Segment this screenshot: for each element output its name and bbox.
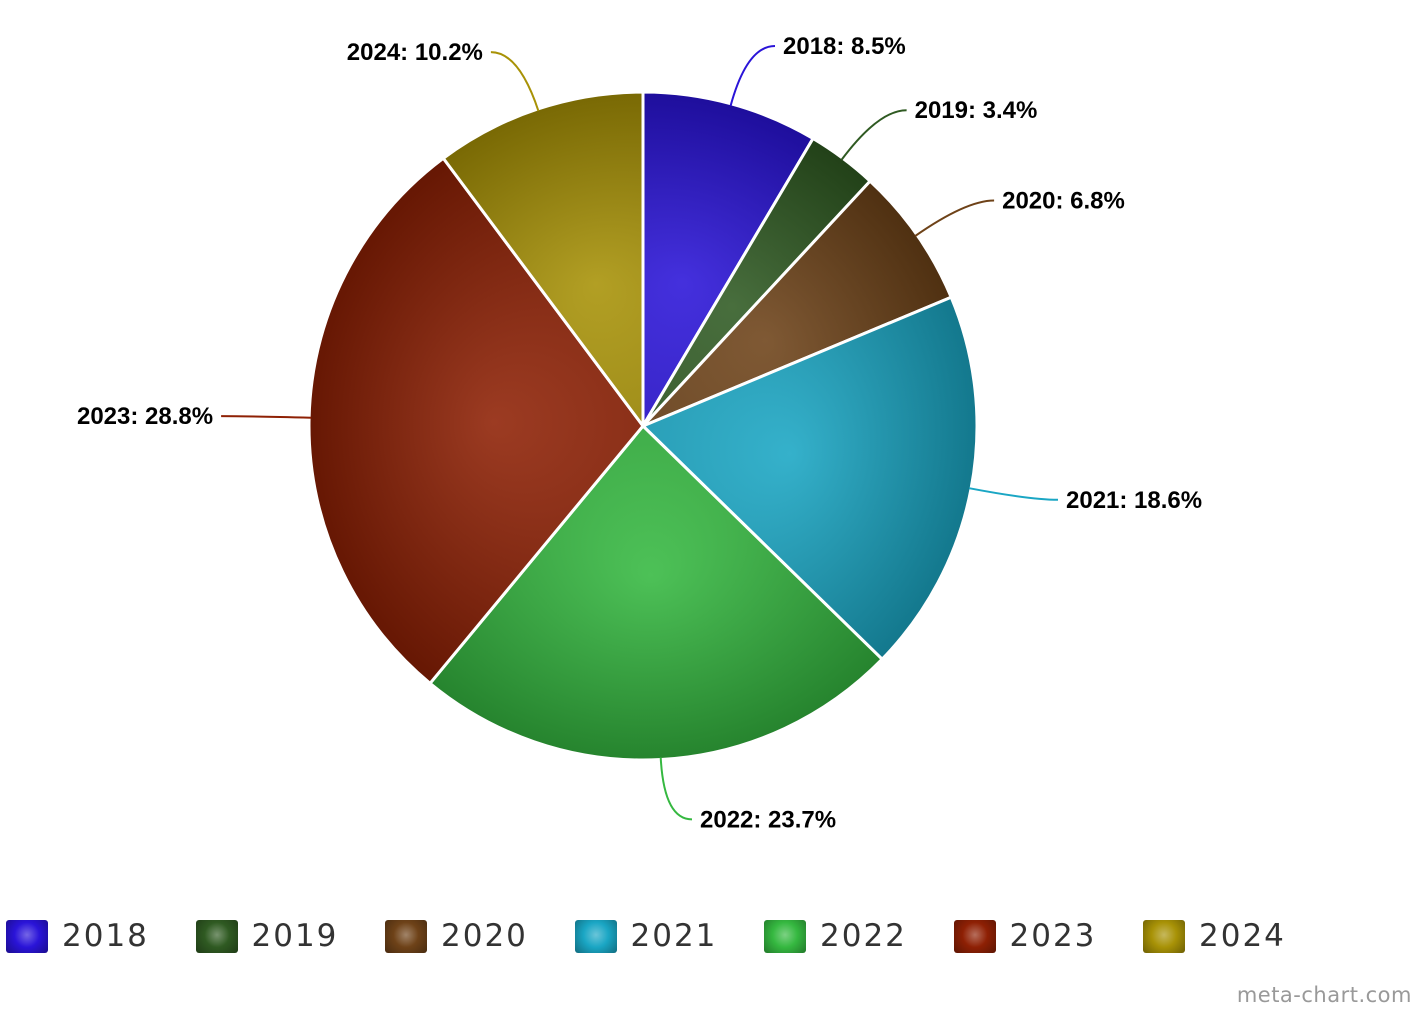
label-connector-2021 [968, 487, 1059, 501]
data-label-2021: 2021: 18.6% [1066, 487, 1202, 514]
legend-label: 2022 [820, 918, 907, 954]
data-label-2022: 2022: 23.7% [700, 806, 836, 833]
data-label-2018: 2018: 8.5% [783, 33, 906, 60]
label-connectors [221, 45, 1059, 821]
label-connector-2022 [659, 757, 693, 821]
legend-label: 2020 [441, 918, 528, 954]
legend-swatch [574, 919, 617, 953]
legend-item-2018[interactable]: 2018 [6, 918, 196, 954]
legend-swatch [1143, 919, 1185, 953]
legend-label: 2023 [1009, 918, 1097, 954]
legend-item-2019[interactable]: 2019 [195, 918, 386, 954]
legend-swatch [953, 919, 996, 953]
data-label-2020: 2020: 6.8% [1002, 188, 1125, 215]
label-connector-2019 [840, 109, 907, 161]
legend-swatch [195, 919, 238, 953]
legend-swatch [764, 919, 806, 953]
legend-item-2023[interactable]: 2023 [953, 918, 1144, 954]
legend-item-2020[interactable]: 2020 [385, 918, 575, 954]
legend: 2018 2019 2020 2021 2022 2023 2024 [6, 914, 1333, 958]
label-connector-2018 [729, 45, 776, 107]
slice-labels: 2018: 8.5% 2019: 3.4% 2020: 6.8% 2021: 18.6… [77, 33, 1202, 833]
legend-label: 2021 [630, 918, 718, 954]
data-label-2023: 2023: 28.8% [77, 403, 213, 430]
legend-item-2024[interactable]: 2024 [1143, 918, 1333, 954]
legend-item-2022[interactable]: 2022 [764, 918, 954, 954]
legend-swatch [385, 919, 427, 953]
data-label-2024: 2024: 10.2% [347, 39, 483, 66]
pie-slices [307, 90, 979, 762]
credit-link[interactable]: meta-chart.com [1236, 983, 1412, 1007]
legend-swatch [6, 919, 48, 953]
label-connector-2020 [914, 199, 995, 237]
label-connector-2023 [221, 415, 312, 419]
legend-item-2021[interactable]: 2021 [574, 918, 765, 954]
data-label-2019: 2019: 3.4% [915, 97, 1038, 124]
label-connector-2024 [490, 51, 540, 112]
legend-label: 2024 [1199, 918, 1286, 954]
legend-label: 2018 [62, 918, 149, 954]
legend-label: 2019 [251, 918, 339, 954]
